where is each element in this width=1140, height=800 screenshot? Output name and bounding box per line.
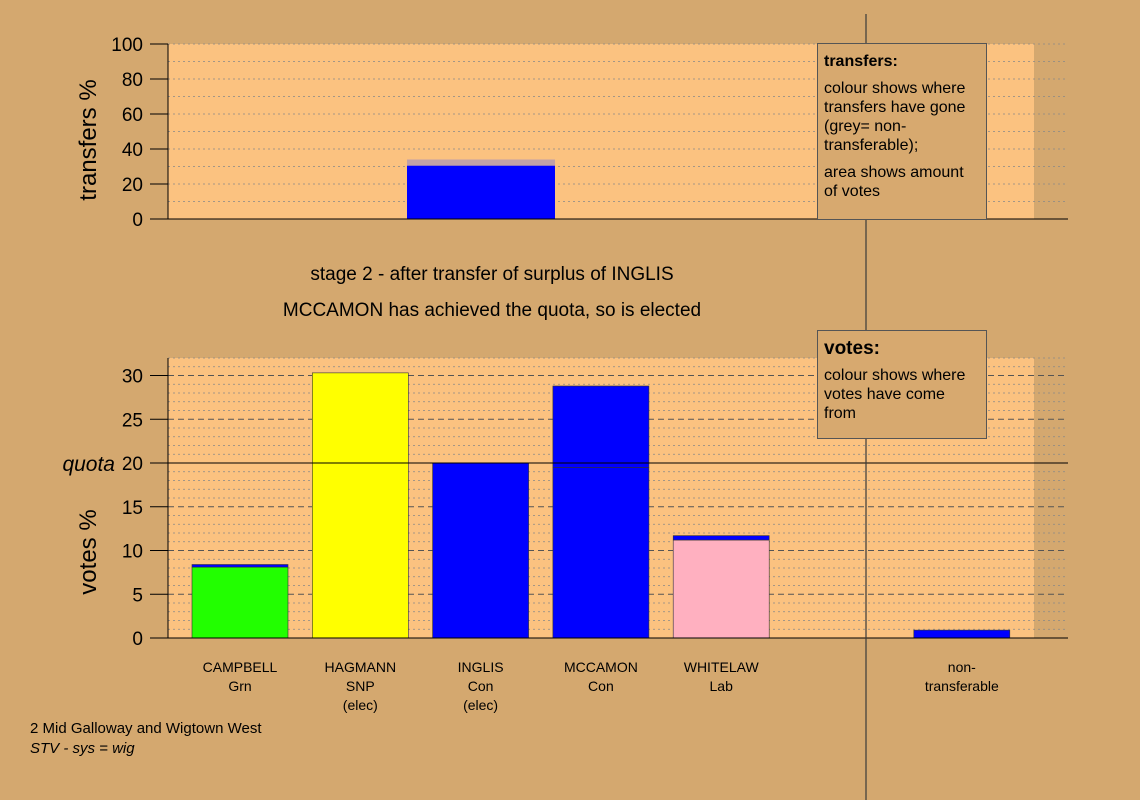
transfers-y-tick-label: 40 [122, 140, 143, 161]
votes-legend-title: votes: [824, 338, 880, 359]
candidate-label: Lab [710, 678, 734, 694]
votes-y-axis-label: votes % [75, 509, 102, 594]
votes-y-tick-label: 15 [122, 498, 143, 519]
votes-bar-segment [191, 564, 289, 568]
votes-y-tick-label: 25 [122, 410, 143, 431]
votes-y-tick-label: 30 [122, 367, 143, 388]
votes-legend-text: colour shows where votes have come from [824, 367, 966, 422]
votes-legend: votes: colour shows where votes have com… [817, 330, 987, 439]
transfers-legend: transfers: colour shows where transfers … [817, 43, 987, 220]
footer-system: STV - sys = wig [30, 740, 135, 757]
votes-chart: 0 5 10 15 20 25 30 quota votes % CAMPBELL Grn HA… [62, 357, 1068, 713]
candidate-label: Grn [228, 678, 251, 694]
stage-caption: stage 2 - after transfer of surplus of I… [310, 264, 673, 285]
votes-bar-segment [432, 462, 529, 639]
votes-bar-segment [552, 467, 650, 639]
candidate-label: WHITELAW [684, 659, 760, 675]
transfers-y-tick-label: 0 [132, 210, 143, 231]
votes-bar-segment [913, 629, 1011, 639]
votes-y-tick-label: 5 [132, 585, 143, 606]
transfers-bar-segment [407, 159, 555, 166]
candidate-label: CAMPBELL [203, 659, 278, 675]
transfers-y-tick-label: 100 [111, 35, 143, 56]
candidate-label: INGLIS [458, 659, 504, 675]
votes-bar-segment [672, 539, 770, 639]
transfers-y-axis-label: transfers % [75, 79, 102, 200]
votes-bars [191, 372, 1011, 639]
votes-y-tick-label: 20 [122, 454, 143, 475]
votes-y-tick-label: 10 [122, 542, 143, 563]
transfers-legend-title: transfers: [824, 53, 898, 70]
transfers-y-tick-label: 60 [122, 105, 143, 126]
transfers-legend-area-text: area shows amount of votes [824, 164, 964, 200]
quota-label: quota [62, 453, 115, 476]
votes-bar-segment [672, 535, 770, 541]
footer-constituency: 2 Mid Galloway and Wigtown West [30, 720, 262, 737]
votes-bar-segment [311, 372, 409, 639]
transfers-y-tick-label: 20 [122, 175, 143, 196]
candidate-label: MCCAMON [564, 659, 638, 675]
candidate-label: (elec) [463, 697, 498, 713]
votes-category-labels: CAMPBELL Grn HAGMANN SNP (elec) INGLIS Con (ele… [203, 659, 999, 713]
candidate-label: transferable [925, 678, 999, 694]
votes-y-ticks: 0 5 10 15 20 25 30 [122, 367, 168, 650]
transfers-bar-segment [407, 165, 555, 219]
elected-caption: MCCAMON has achieved the quota, so is el… [283, 300, 701, 321]
votes-y-tick-label: 0 [132, 629, 143, 650]
votes-bar-segment [552, 385, 650, 468]
candidate-label: (elec) [343, 697, 378, 713]
candidate-label: Con [588, 678, 614, 694]
transfers-y-tick-label: 80 [122, 70, 143, 91]
transfers-bars [407, 159, 555, 219]
candidate-label: Con [468, 678, 494, 694]
transfers-y-ticks: 0 20 40 60 80 100 [111, 35, 168, 231]
candidate-label: HAGMANN [325, 659, 397, 675]
candidate-label: SNP [346, 678, 375, 694]
votes-bar-segment [191, 566, 289, 639]
transfers-legend-text: colour shows where transfers have gone (… [824, 80, 966, 154]
candidate-label: non- [948, 659, 976, 675]
